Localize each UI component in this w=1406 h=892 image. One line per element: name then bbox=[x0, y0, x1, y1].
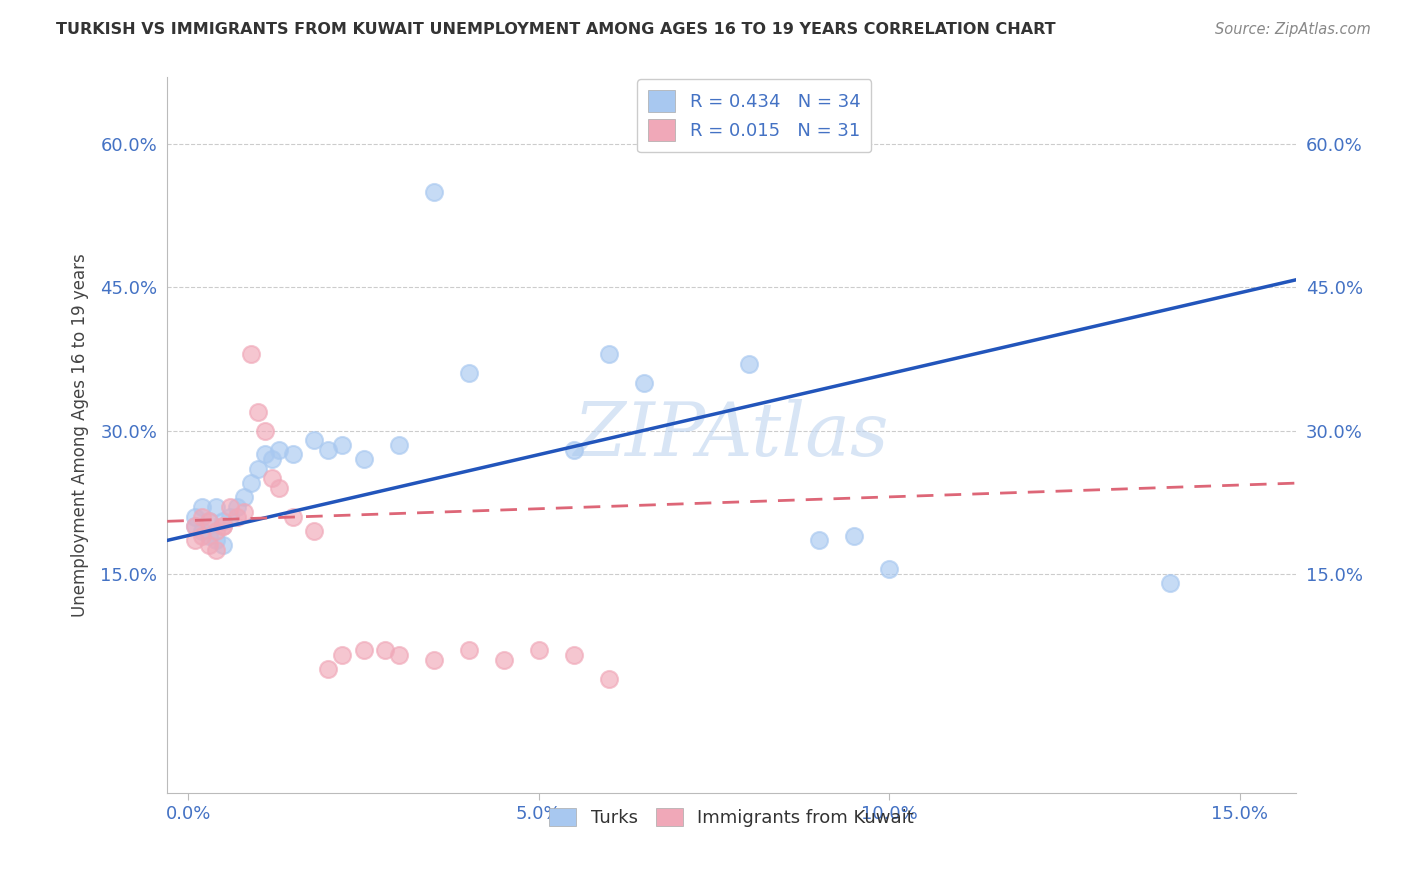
Point bbox=[457, 643, 479, 657]
Point bbox=[492, 653, 515, 667]
Point bbox=[269, 481, 291, 495]
Point bbox=[422, 185, 444, 199]
Text: ZIPAtlas: ZIPAtlas bbox=[574, 399, 890, 472]
Point bbox=[240, 347, 263, 361]
Point bbox=[226, 500, 249, 514]
Point bbox=[562, 648, 585, 662]
Point bbox=[226, 509, 249, 524]
Point bbox=[633, 376, 655, 390]
Point bbox=[374, 643, 396, 657]
Point bbox=[191, 528, 214, 542]
Point bbox=[262, 452, 284, 467]
Point bbox=[254, 448, 277, 462]
Point bbox=[387, 438, 409, 452]
Point bbox=[184, 509, 207, 524]
Legend: Turks, Immigrants from Kuwait: Turks, Immigrants from Kuwait bbox=[541, 801, 921, 834]
Point bbox=[212, 519, 235, 533]
Point bbox=[738, 357, 761, 371]
Point bbox=[353, 452, 375, 467]
Point bbox=[205, 500, 228, 514]
Point bbox=[1159, 576, 1181, 591]
Point bbox=[205, 543, 228, 558]
Point bbox=[219, 500, 242, 514]
Point bbox=[205, 533, 228, 548]
Point bbox=[283, 448, 305, 462]
Point bbox=[598, 672, 620, 686]
Point bbox=[247, 404, 270, 418]
Point bbox=[422, 653, 444, 667]
Point bbox=[198, 538, 221, 552]
Point bbox=[184, 533, 207, 548]
Point bbox=[844, 528, 866, 542]
Point bbox=[198, 528, 221, 542]
Point bbox=[240, 476, 263, 491]
Point bbox=[233, 505, 256, 519]
Point bbox=[457, 367, 479, 381]
Point bbox=[198, 514, 221, 528]
Point bbox=[184, 519, 207, 533]
Point bbox=[332, 438, 354, 452]
Y-axis label: Unemployment Among Ages 16 to 19 years: Unemployment Among Ages 16 to 19 years bbox=[72, 253, 89, 617]
Point bbox=[304, 433, 326, 447]
Text: TURKISH VS IMMIGRANTS FROM KUWAIT UNEMPLOYMENT AMONG AGES 16 TO 19 YEARS CORRELA: TURKISH VS IMMIGRANTS FROM KUWAIT UNEMPL… bbox=[56, 22, 1056, 37]
Point bbox=[387, 648, 409, 662]
Point bbox=[184, 519, 207, 533]
Point bbox=[332, 648, 354, 662]
Point bbox=[304, 524, 326, 538]
Point bbox=[283, 509, 305, 524]
Point bbox=[262, 471, 284, 485]
Text: Source: ZipAtlas.com: Source: ZipAtlas.com bbox=[1215, 22, 1371, 37]
Point bbox=[254, 424, 277, 438]
Point bbox=[219, 509, 242, 524]
Point bbox=[205, 524, 228, 538]
Point bbox=[318, 442, 340, 457]
Point bbox=[598, 347, 620, 361]
Point bbox=[191, 524, 214, 538]
Point bbox=[562, 442, 585, 457]
Point bbox=[233, 491, 256, 505]
Point bbox=[212, 519, 235, 533]
Point bbox=[247, 462, 270, 476]
Point bbox=[808, 533, 831, 548]
Point bbox=[191, 500, 214, 514]
Point bbox=[318, 662, 340, 676]
Point bbox=[269, 442, 291, 457]
Point bbox=[353, 643, 375, 657]
Point bbox=[527, 643, 550, 657]
Point bbox=[212, 538, 235, 552]
Point bbox=[879, 562, 901, 576]
Point bbox=[191, 509, 214, 524]
Point bbox=[198, 514, 221, 528]
Point bbox=[212, 514, 235, 528]
